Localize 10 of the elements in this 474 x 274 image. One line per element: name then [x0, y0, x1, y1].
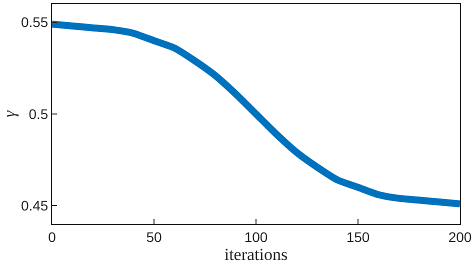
y-tick-label: 0.55 — [20, 14, 48, 30]
x-tick-label: 200 — [448, 228, 472, 245]
x-tick-label: 0 — [48, 228, 56, 245]
y-tick-label: 0.5 — [28, 106, 48, 122]
y-tick-label: 0.45 — [20, 198, 48, 214]
x-tick-label: 100 — [244, 228, 268, 245]
x-axis-title: iterations — [224, 245, 288, 264]
x-tick-label: 50 — [146, 228, 162, 245]
x-tick-label: 150 — [346, 228, 370, 245]
y-axis-title: γ — [0, 109, 19, 118]
